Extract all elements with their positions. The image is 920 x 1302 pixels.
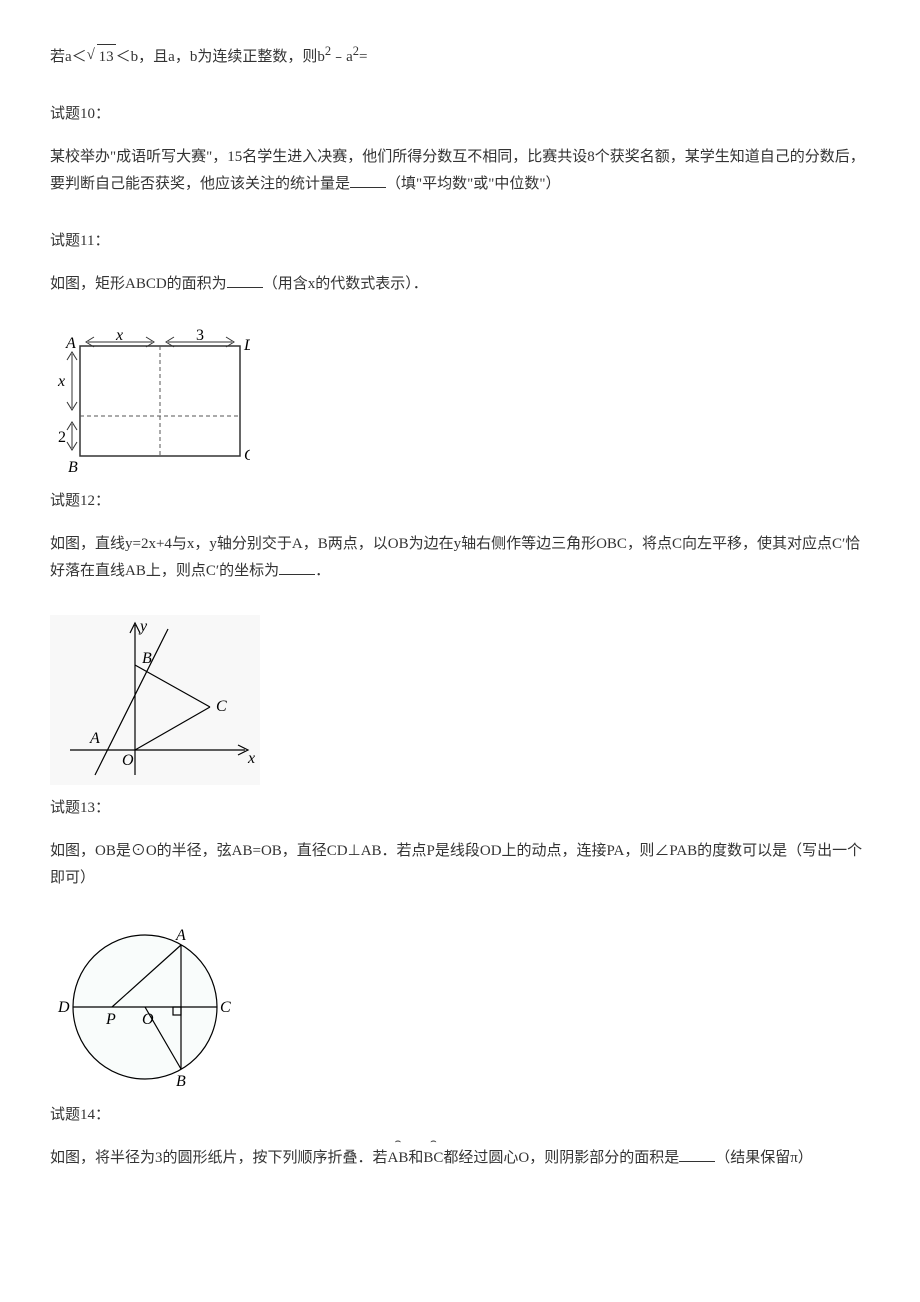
- label-D: D: [57, 999, 70, 1016]
- label-C: C: [216, 698, 227, 715]
- label-B: B: [68, 459, 78, 476]
- q12-text-b: ．: [315, 563, 330, 579]
- q14-mid: 和: [408, 1150, 423, 1166]
- q11-text-b: （用含x的代数式表示）．: [263, 276, 428, 292]
- question-11-label: 试题11：: [50, 228, 870, 255]
- question-11-body: 如图，矩形ABCD的面积为 （用含x的代数式表示）．: [50, 271, 870, 298]
- question-13-body: 如图，OB是⊙O的半径，弦AB=OB，直径CD⊥AB．若点P是线段OD上的动点，…: [50, 838, 870, 892]
- arc-AB: ⌢AB: [388, 1145, 409, 1172]
- q14-text-b: 都经过圆心O，则阴影部分的面积是: [443, 1150, 679, 1166]
- figure-q12: y x O A B C: [50, 615, 260, 785]
- question-9-body: 若a＜√13＜b，且a，b为连续正整数，则b2﹣a2=: [50, 40, 870, 71]
- label-A: A: [175, 927, 186, 944]
- label-x: x: [247, 750, 255, 767]
- q14-text-c: （结果保留π）: [715, 1150, 813, 1166]
- label-O: O: [142, 1011, 154, 1028]
- arc-BC: ⌢BC: [423, 1145, 443, 1172]
- question-13-label: 试题13：: [50, 795, 870, 822]
- label-A: A: [89, 730, 100, 747]
- question-14-body: 如图，将半径为3的圆形纸片，按下列顺序折叠．若⌢AB和⌢BC都经过圆心O，则阴影…: [50, 1145, 870, 1172]
- label-B: B: [142, 650, 152, 667]
- label-O: O: [122, 752, 134, 769]
- question-14-label: 试题14：: [50, 1102, 870, 1129]
- label-D: D: [243, 337, 250, 354]
- q9-text-c: ﹣a: [331, 49, 353, 65]
- label-y: y: [138, 618, 148, 635]
- label-x-top: x: [115, 328, 123, 344]
- blank: [279, 559, 315, 575]
- q10-text-b: （填"平均数"或"中位数"）: [386, 176, 561, 192]
- label-C: C: [244, 447, 250, 464]
- q12-text-a: 如图，直线y=2x+4与x，y轴分别交于A，B两点，以OB为边在y轴右侧作等边三…: [50, 536, 860, 579]
- label-2: 2: [58, 429, 66, 446]
- label-B: B: [176, 1073, 186, 1090]
- label-x-left: x: [57, 373, 65, 390]
- label-P: P: [105, 1011, 116, 1028]
- sqrt-13: √13: [87, 44, 116, 71]
- blank: [679, 1146, 715, 1162]
- q9-text-a: 若a＜: [50, 49, 87, 65]
- figure-q11: x 3 x 2 A D B C: [50, 328, 250, 478]
- question-10-body: 某校举办"成语听写大赛"，15名学生进入决赛，他们所得分数互不相同，比赛共设8个…: [50, 144, 870, 198]
- figure-q13: A B C D O P: [50, 922, 240, 1092]
- question-12-body: 如图，直线y=2x+4与x，y轴分别交于A，B两点，以OB为边在y轴右侧作等边三…: [50, 531, 870, 585]
- label-C: C: [220, 999, 231, 1016]
- question-10-label: 试题10：: [50, 101, 870, 128]
- q14-text-a: 如图，将半径为3的圆形纸片，按下列顺序折叠．若: [50, 1150, 388, 1166]
- label-3: 3: [196, 328, 204, 344]
- question-12-label: 试题12：: [50, 488, 870, 515]
- q13-text-a: 如图，OB是⊙O的半径，弦AB=OB，直径CD⊥AB．若点P是线段OD上的动点，…: [50, 843, 787, 859]
- q9-text-d: =: [359, 49, 367, 65]
- label-A: A: [65, 335, 76, 352]
- blank: [350, 172, 386, 188]
- blank: [227, 272, 263, 288]
- q9-text-b: ＜b，且a，b为连续正整数，则b: [116, 49, 325, 65]
- q11-text-a: 如图，矩形ABCD的面积为: [50, 276, 227, 292]
